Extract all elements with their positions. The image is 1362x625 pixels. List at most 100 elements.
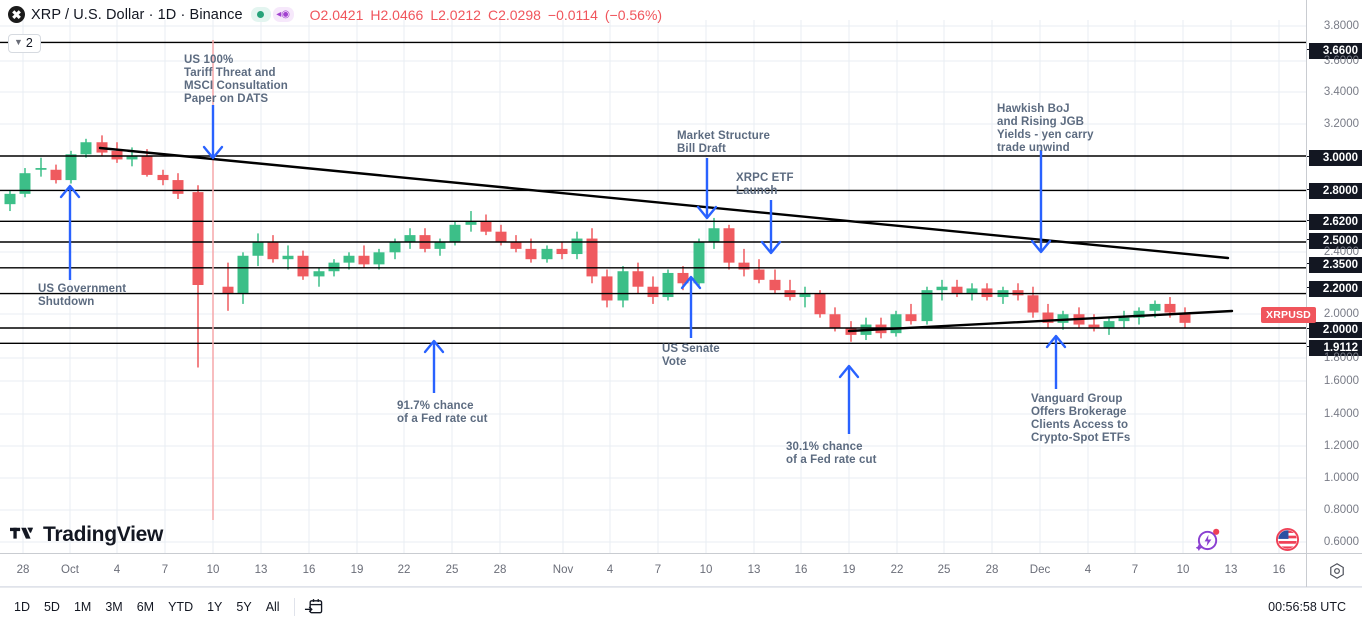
candle[interactable] xyxy=(769,269,781,294)
annotation-xrpc-etf-launch[interactable]: XRPC ETF Launch xyxy=(736,172,794,197)
arrow-xrpc-etf[interactable] xyxy=(760,200,782,255)
candle[interactable] xyxy=(1027,286,1039,318)
candle[interactable] xyxy=(192,185,204,368)
candle[interactable] xyxy=(541,245,553,263)
timeframe-1y[interactable]: 1Y xyxy=(207,599,223,614)
candle[interactable] xyxy=(586,228,598,284)
candle[interactable] xyxy=(4,190,16,212)
candle[interactable] xyxy=(1118,310,1130,328)
candle[interactable] xyxy=(693,238,705,287)
candle[interactable] xyxy=(172,173,184,199)
candle-body xyxy=(373,252,385,265)
annotation-us-senate-vote[interactable]: US Senate Vote xyxy=(662,343,720,368)
candle[interactable] xyxy=(404,228,416,249)
timeframe-all[interactable]: All xyxy=(265,599,280,614)
candle[interactable] xyxy=(510,235,522,253)
annotation-hawkish-boj[interactable]: Hawkish BoJ and Rising JGB Yields - yen … xyxy=(997,103,1094,154)
candle[interactable] xyxy=(19,168,31,198)
candle[interactable] xyxy=(905,303,917,325)
timeframe-3m[interactable]: 3M xyxy=(105,599,123,614)
annotation-vanguard-brokerage[interactable]: Vanguard Group Offers Brokerage Clients … xyxy=(1031,393,1131,444)
candle[interactable] xyxy=(1012,283,1024,301)
candle[interactable] xyxy=(814,290,826,318)
candle[interactable] xyxy=(799,286,811,308)
candle[interactable] xyxy=(222,262,234,311)
candle[interactable] xyxy=(111,142,123,163)
candle[interactable] xyxy=(951,279,963,298)
timeframe-5y[interactable]: 5Y xyxy=(236,599,252,614)
timeframe-5d[interactable]: 5D xyxy=(43,599,60,614)
arrow-us-tariff[interactable] xyxy=(202,105,224,160)
time-axis[interactable]: 28 Oct 4 7 10 13 16 19 22 25 28 Nov 4 7 10 13 16 19 22 25 28… xyxy=(0,553,1362,588)
candle[interactable] xyxy=(434,238,446,256)
arrow-market-structure[interactable] xyxy=(696,158,718,220)
candle[interactable] xyxy=(784,279,796,301)
candle[interactable] xyxy=(35,157,47,177)
interval-pill[interactable]: ▼ 2 xyxy=(8,34,41,53)
candle[interactable] xyxy=(297,250,309,280)
candle[interactable] xyxy=(480,214,492,236)
ai-spark-icon[interactable] xyxy=(1196,527,1221,552)
candle[interactable] xyxy=(1042,303,1054,328)
candle[interactable] xyxy=(647,276,659,304)
annotation-us-tariff-msci[interactable]: US 100% Tariff Threat and MSCI Consultat… xyxy=(184,54,288,105)
candle[interactable] xyxy=(358,245,370,268)
candle[interactable] xyxy=(981,283,993,301)
timeframe-1d[interactable]: 1D xyxy=(14,599,30,614)
timeframe-1m[interactable]: 1M xyxy=(73,599,92,614)
candle[interactable] xyxy=(556,242,568,260)
arrow-fed-917[interactable] xyxy=(423,339,445,393)
arrow-gov-shutdown[interactable] xyxy=(59,184,81,280)
calendar-goto-date-icon[interactable] xyxy=(303,596,325,618)
candle[interactable] xyxy=(723,224,735,270)
candle[interactable] xyxy=(237,252,249,304)
candle[interactable] xyxy=(966,283,978,301)
candle[interactable] xyxy=(157,169,169,186)
broadcast-icon[interactable]: ◂◉ xyxy=(272,7,294,22)
candle[interactable] xyxy=(921,286,933,325)
candle[interactable] xyxy=(890,310,902,337)
us-flag-icon[interactable] xyxy=(1275,527,1300,552)
axis-divider xyxy=(1306,554,1307,588)
candle[interactable] xyxy=(738,248,750,277)
chart-plot-area[interactable] xyxy=(0,20,1306,553)
trendline-ascending-support[interactable] xyxy=(847,309,1234,333)
candle[interactable] xyxy=(601,269,613,308)
candle[interactable] xyxy=(1179,307,1191,328)
candle[interactable] xyxy=(313,267,325,287)
candle[interactable] xyxy=(282,245,294,270)
timeframe-ytd[interactable]: YTD xyxy=(168,599,194,614)
candle[interactable] xyxy=(96,135,108,156)
candle-body xyxy=(65,154,77,181)
price-axis[interactable]: 3.8000 3.6600 3.6000 3.4000 3.2000 3.0000 2.80… xyxy=(1261,0,1362,553)
symbol-title[interactable]: XRP / U.S. Dollar · 1D · Binance xyxy=(31,6,243,23)
candle[interactable] xyxy=(708,217,720,249)
candle[interactable] xyxy=(252,233,264,267)
arrow-hawkish-boj[interactable] xyxy=(1030,150,1052,254)
candle[interactable] xyxy=(1103,317,1115,335)
price-axis-settings-icon[interactable] xyxy=(1328,562,1346,580)
candle[interactable] xyxy=(50,164,62,184)
candle-body xyxy=(769,279,781,291)
candle[interactable] xyxy=(571,231,583,260)
candle-body xyxy=(389,242,401,253)
arrow-vanguard[interactable] xyxy=(1045,334,1067,389)
annotation-fed-rate-cut-917[interactable]: 91.7% chance of a Fed rate cut xyxy=(397,400,488,425)
candle[interactable] xyxy=(997,286,1009,304)
annotation-fed-rate-cut-301[interactable]: 30.1% chance of a Fed rate cut xyxy=(786,441,877,466)
candle[interactable] xyxy=(662,269,674,301)
candle[interactable] xyxy=(80,138,92,158)
live-dot-icon[interactable] xyxy=(250,7,271,22)
candle[interactable] xyxy=(617,266,629,308)
arrow-fed-301[interactable] xyxy=(838,364,860,434)
candle[interactable] xyxy=(373,248,385,270)
candle[interactable] xyxy=(936,279,948,301)
arrow-us-senate[interactable] xyxy=(680,275,702,338)
annotation-market-structure-bill[interactable]: Market Structure Bill Draft xyxy=(677,130,770,155)
annotation-us-government-shutdown[interactable]: US Government Shutdown xyxy=(38,283,127,308)
candle[interactable] xyxy=(267,235,279,263)
candle[interactable] xyxy=(753,259,765,284)
candle[interactable] xyxy=(419,228,431,253)
timeframe-6m[interactable]: 6M xyxy=(136,599,155,614)
candle[interactable] xyxy=(343,252,355,270)
